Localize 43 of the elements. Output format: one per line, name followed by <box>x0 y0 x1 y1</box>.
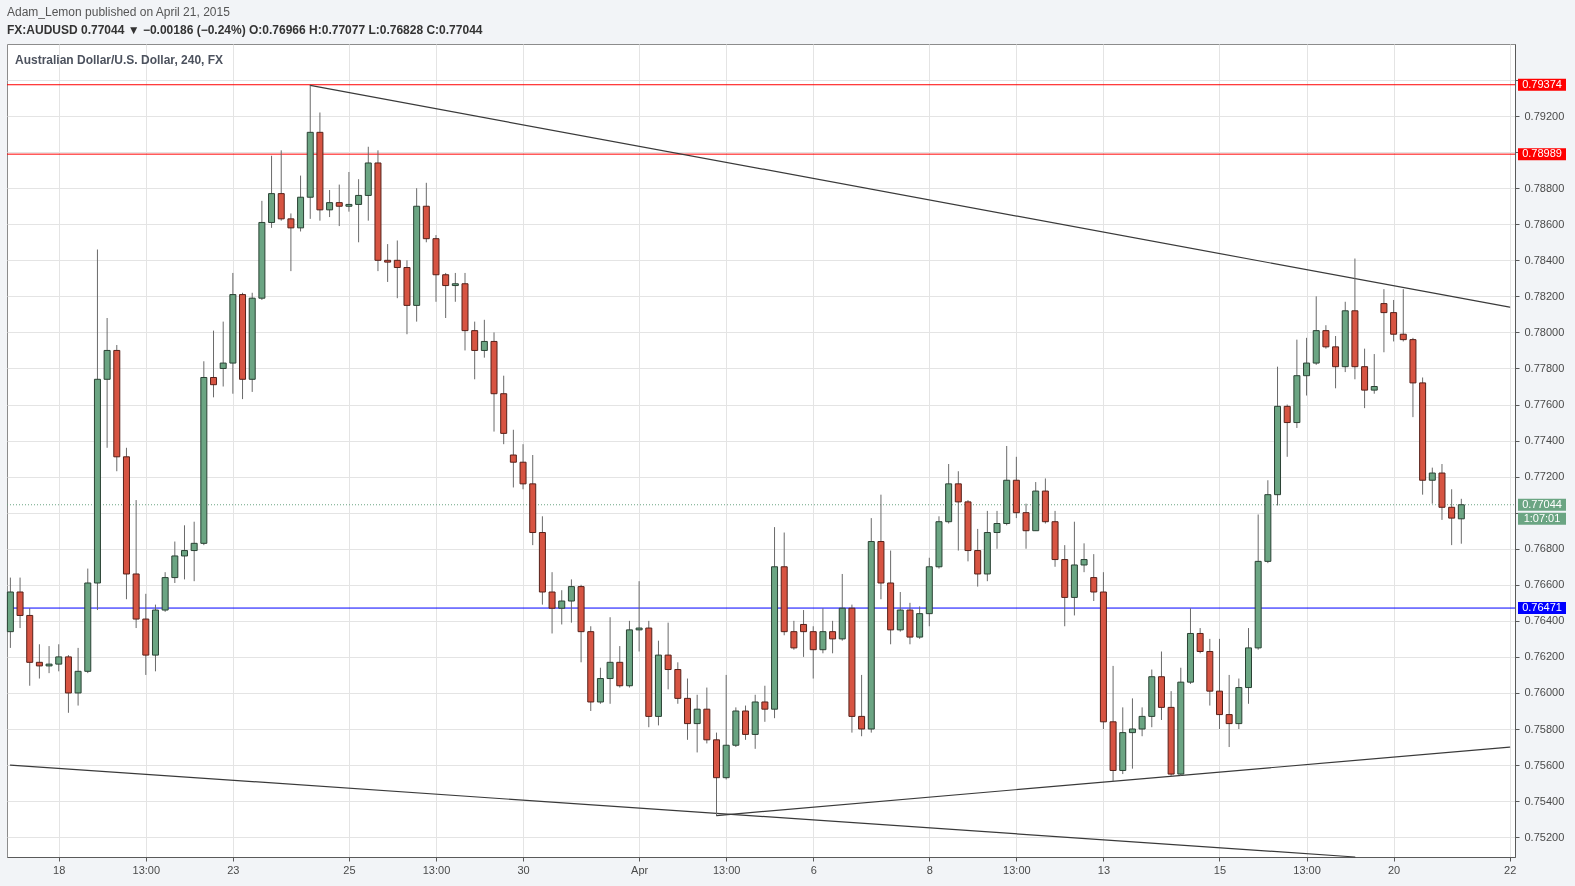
x-tick-label: 15 <box>1213 863 1227 876</box>
y-tick-label: 0.75600 <box>1524 758 1565 771</box>
ref-line-label: 0.78989 <box>1522 147 1562 160</box>
x-tick-label: 13:00 <box>1293 863 1321 876</box>
x-tick-label: 18 <box>53 863 66 876</box>
ref-line-label: 0.79374 <box>1522 77 1562 90</box>
x-tick-label: 6 <box>810 863 817 876</box>
x-tick-label: 22 <box>1504 863 1517 876</box>
y-tick-label: 0.78000 <box>1524 325 1565 338</box>
y-tick-label: 0.76800 <box>1524 542 1565 555</box>
y-tick-label: 0.79200 <box>1524 109 1565 122</box>
x-tick-label: 25 <box>343 863 356 876</box>
y-tick-label: 0.75400 <box>1524 794 1565 807</box>
y-tick-label: 0.76000 <box>1524 686 1565 699</box>
x-tick-label: 13 <box>1097 863 1111 876</box>
ref-line-label: 0.77044 <box>1522 497 1562 510</box>
ref-line-label: 0.76471 <box>1522 601 1562 614</box>
text: 1:07:01 <box>1523 511 1561 524</box>
text: Adam_Lemon published on April 21, 2015 <box>7 5 231 19</box>
x-tick-label: 23 <box>227 863 240 876</box>
x-tick-label: 20 <box>1387 863 1401 876</box>
y-tick-label: 0.75200 <box>1524 830 1565 843</box>
y-tick-label: 0.78800 <box>1524 181 1565 194</box>
x-tick-label: Apr <box>631 863 649 876</box>
x-tick-label: 13:00 <box>712 863 741 876</box>
y-tick-label: 0.77200 <box>1524 470 1565 483</box>
x-tick-label: 13:00 <box>132 863 161 876</box>
y-tick-label: 0.78400 <box>1524 253 1565 266</box>
y-tick-label: 0.76200 <box>1524 650 1565 663</box>
y-tick-label: 0.75800 <box>1524 722 1565 735</box>
y-tick-label: 0.77600 <box>1524 398 1565 411</box>
y-tick-label: 0.76600 <box>1524 578 1565 591</box>
y-tick-label: 0.78600 <box>1524 217 1565 230</box>
y-tick-label: 0.77400 <box>1524 434 1565 447</box>
x-tick-label: 30 <box>517 863 530 876</box>
x-tick-label: 13:00 <box>1003 863 1031 876</box>
x-tick-label: 8 <box>926 863 933 876</box>
y-tick-label: 0.78200 <box>1524 289 1565 302</box>
x-tick-label: 13:00 <box>422 863 451 876</box>
chart-subtitle: FX:AUDUSD 0.77044 ▼ −0.00186 (−0.24%) O:0.76966 H:0.77077 L:0.76828 C:0.77044 <box>7 23 483 37</box>
text: Australian Dollar/U.S. Dollar, 240, FX <box>15 53 224 67</box>
y-tick-label: 0.76400 <box>1524 614 1565 627</box>
y-tick-label: 0.77800 <box>1524 361 1565 374</box>
